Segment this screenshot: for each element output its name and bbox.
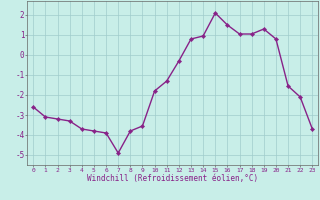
X-axis label: Windchill (Refroidissement éolien,°C): Windchill (Refroidissement éolien,°C) — [87, 174, 258, 183]
